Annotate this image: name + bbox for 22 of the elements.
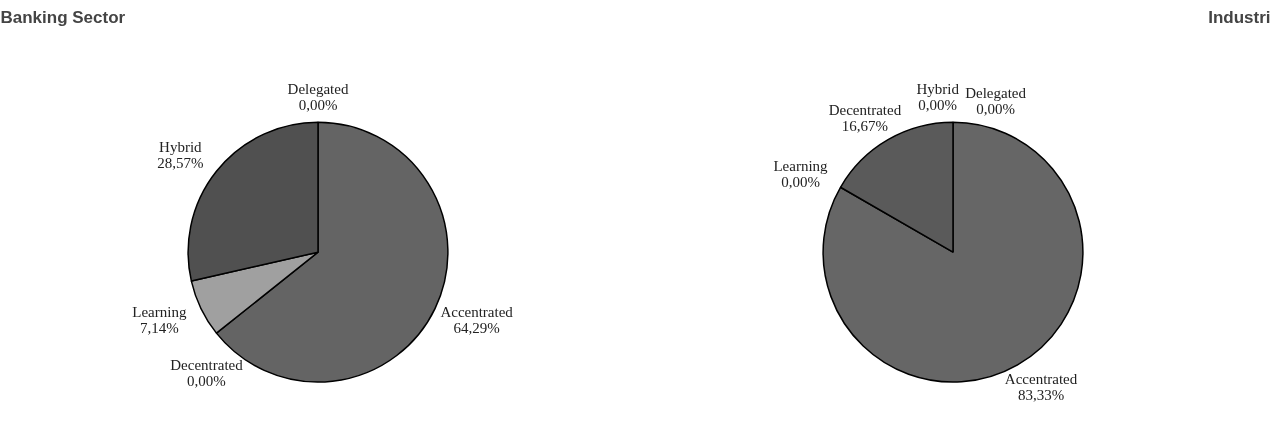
text: 0,00% bbox=[187, 372, 226, 389]
text: 0,00% bbox=[298, 96, 338, 113]
category-label: Delegated bbox=[965, 85, 1027, 102]
slice-label: Accentrated bbox=[440, 303, 514, 320]
data-label: 16,67% bbox=[841, 117, 889, 134]
category-label: Decentrated bbox=[170, 356, 243, 373]
text: 0,00% bbox=[976, 101, 1015, 118]
text: Industri bbox=[1208, 7, 1271, 27]
data-label: 83,33% bbox=[1017, 386, 1065, 403]
text: 0,00% bbox=[781, 174, 820, 191]
slice-label: Learning bbox=[132, 303, 187, 320]
text: 0,00% bbox=[918, 97, 958, 114]
slice-label: Accentrated bbox=[1004, 370, 1078, 387]
data-label: 7,14% bbox=[139, 319, 179, 336]
slice-label: Hybrid bbox=[159, 139, 203, 156]
data-label: 28,57% bbox=[157, 155, 204, 172]
data-label: 64,29% bbox=[453, 319, 500, 336]
category-label: Delegated bbox=[287, 80, 349, 97]
category-label: Hybrid bbox=[916, 81, 959, 98]
category-label: Learning bbox=[773, 158, 828, 175]
chart-title: Banking Sector bbox=[0, 7, 126, 27]
slice-label: Decentrated bbox=[828, 101, 902, 118]
